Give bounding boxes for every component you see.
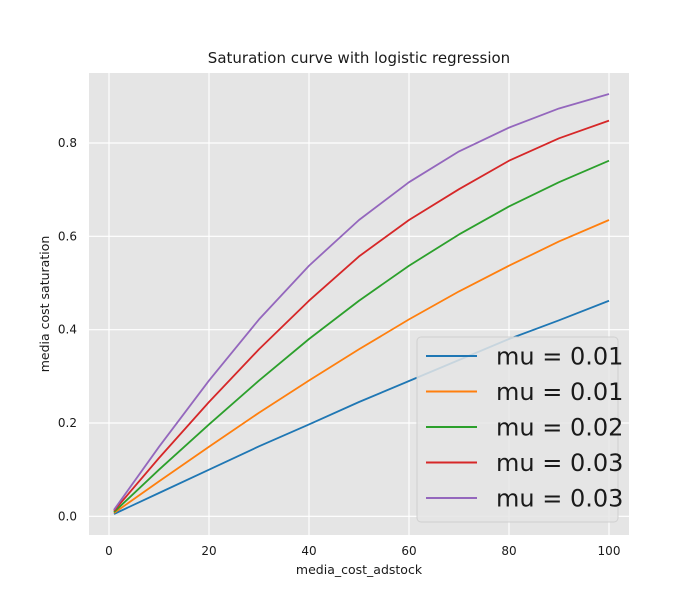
x-axis-label: media_cost_adstock <box>296 562 423 577</box>
chart-title: Saturation curve with logistic regressio… <box>208 49 510 67</box>
series-line-5 <box>113 93 610 511</box>
y-tick-label: 0.2 <box>58 416 77 430</box>
y-tick-label: 0.4 <box>58 323 77 337</box>
x-tick-label: 80 <box>501 544 516 558</box>
legend-label: mu = 0.03 <box>496 449 623 477</box>
x-tick-label: 60 <box>401 544 416 558</box>
y-tick-label: 0.6 <box>58 229 77 243</box>
legend-box <box>416 336 619 523</box>
series-line-2 <box>113 219 610 514</box>
legend: mu = 0.01 mu = 0.01 mu = 0.02 mu = 0.03 mu =… <box>416 336 623 523</box>
y-axis-ticks: 0.0 0.2 0.4 0.6 0.8 <box>58 136 77 523</box>
x-axis-ticks: 0 20 40 60 80 100 <box>105 544 620 558</box>
grid <box>89 73 629 535</box>
x-tick-label: 40 <box>301 544 316 558</box>
legend-label: mu = 0.01 <box>496 378 623 406</box>
legend-label: mu = 0.03 <box>496 485 623 513</box>
legend-label: mu = 0.01 <box>496 343 623 371</box>
x-tick-label: 100 <box>598 544 621 558</box>
y-tick-label: 0.0 <box>58 509 77 523</box>
series-line-3 <box>113 159 610 513</box>
series-line-1 <box>113 299 610 515</box>
legend-label: mu = 0.02 <box>496 414 623 442</box>
x-tick-label: 0 <box>105 544 113 558</box>
series-line-4 <box>113 119 610 512</box>
y-tick-label: 0.8 <box>58 136 77 150</box>
y-axis-label: media cost saturation <box>37 236 52 373</box>
x-tick-label: 20 <box>201 544 216 558</box>
series-lines <box>113 93 610 515</box>
